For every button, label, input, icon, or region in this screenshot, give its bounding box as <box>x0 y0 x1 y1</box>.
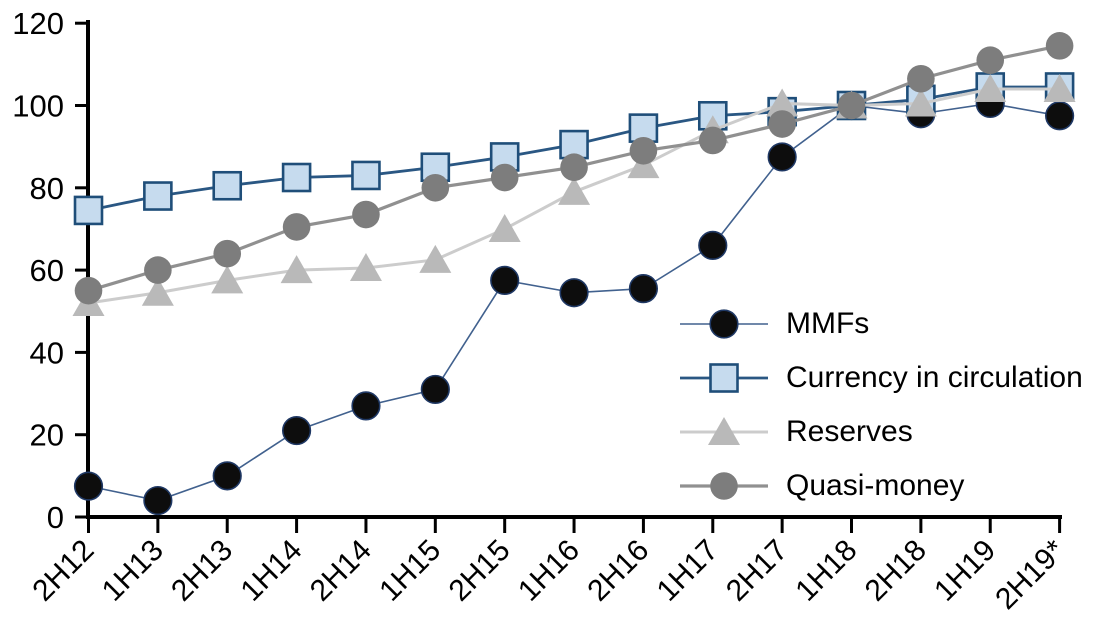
x-axis-tick-label: 2H14 <box>304 534 378 608</box>
legend-item-reserves: Reserves <box>678 405 1083 459</box>
y-axis-tick-label: 40 <box>30 335 64 370</box>
y-axis-tick-label: 0 <box>47 500 64 535</box>
x-axis-tick-label: 1H13 <box>96 534 170 608</box>
x-axis-tick-label: 1H19 <box>928 534 1002 608</box>
x-axis-tick-label: 1H15 <box>373 534 447 608</box>
x-axis-tick-label: 2H13 <box>165 534 239 608</box>
x-axis-tick-label: 1H16 <box>512 534 586 608</box>
legend-label-mmfs: MMFs <box>786 307 870 340</box>
x-axis-tick-label: 1H14 <box>234 534 308 608</box>
series-quasi-money <box>74 32 1074 305</box>
currency-marker-icon <box>680 363 768 393</box>
x-axis-tick-label: 2H15 <box>443 534 517 608</box>
y-axis-tick-label: 60 <box>30 253 64 288</box>
y-axis-tick-label: 120 <box>12 6 64 41</box>
mmfs-marker-icon <box>680 309 768 339</box>
reserves-marker-icon <box>680 417 768 445</box>
legend-label-reserves: Reserves <box>786 415 913 448</box>
quasi-money-marker-icon <box>680 472 768 500</box>
y-axis-tick-label: 80 <box>30 171 64 206</box>
legend-item-quasi-money: Quasi-money <box>678 459 1083 513</box>
legend-label-currency-in-circulation: Currency in circulation <box>786 361 1083 394</box>
legend-item-currency-in-circulation: Currency in circulation <box>678 351 1083 405</box>
x-axis-tick-label: 1H18 <box>789 534 863 608</box>
chart-legend: MMFs Currency in circulation Reserves Qu… <box>678 297 1083 513</box>
x-axis-tick-label: 2H16 <box>581 534 655 608</box>
y-axis-tick-label: 100 <box>12 89 64 124</box>
x-axis-tick-label: 2H18 <box>859 534 933 608</box>
x-axis-tick-label: 2H12 <box>26 534 100 608</box>
legend-item-mmfs: MMFs <box>678 297 1083 351</box>
x-axis-tick-label: 2H19* <box>989 533 1072 616</box>
x-axis-tick-label: 2H17 <box>720 534 794 608</box>
y-axis-tick-label: 20 <box>30 418 64 453</box>
x-axis-tick-label: 1H17 <box>651 534 725 608</box>
legend-label-quasi-money: Quasi-money <box>786 469 965 502</box>
